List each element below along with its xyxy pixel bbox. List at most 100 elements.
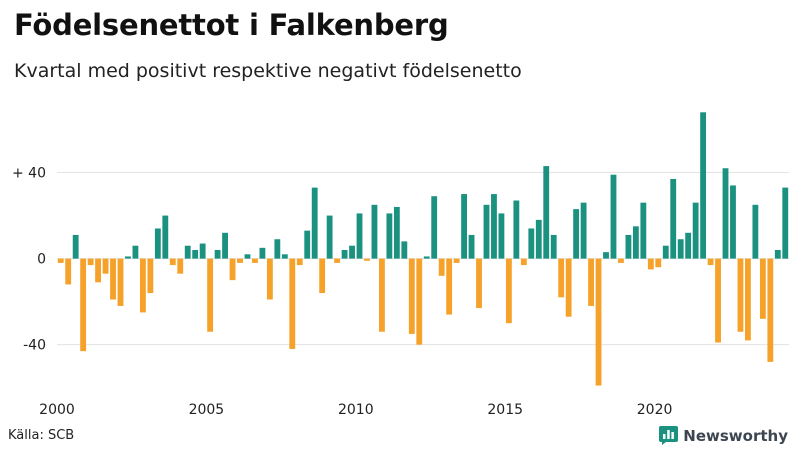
bar-positive xyxy=(386,213,393,259)
bar-positive xyxy=(341,250,348,259)
bar-positive xyxy=(222,232,228,259)
bar-negative xyxy=(520,258,527,266)
bar-positive xyxy=(528,228,535,259)
bar-positive xyxy=(274,239,281,259)
bar-negative xyxy=(266,258,273,300)
bar-positive xyxy=(513,200,520,259)
x-tick-label: 2005 xyxy=(189,402,225,418)
bar-negative xyxy=(446,258,453,315)
bar-negative xyxy=(102,258,109,274)
newsworthy-logo-icon xyxy=(659,426,679,445)
bar-negative xyxy=(379,258,385,332)
bar-negative xyxy=(655,258,662,268)
bar-negative xyxy=(715,258,721,343)
bar-positive xyxy=(685,232,692,259)
bar-positive xyxy=(326,215,333,259)
bar-positive xyxy=(610,174,617,259)
bar-positive xyxy=(580,202,587,259)
bar-negative xyxy=(416,258,423,345)
bar-negative xyxy=(177,258,184,274)
bar-positive xyxy=(722,168,729,259)
bar-negative xyxy=(57,258,64,263)
bar-negative xyxy=(588,258,594,306)
bar-positive xyxy=(752,204,759,259)
bar-negative xyxy=(319,258,326,294)
bar-positive xyxy=(214,250,221,259)
bar-negative xyxy=(237,258,243,263)
bar-negative xyxy=(453,258,460,263)
bar-negative xyxy=(647,258,654,270)
bar-positive xyxy=(356,213,363,259)
bar-positive xyxy=(184,245,191,259)
bar-negative xyxy=(229,258,236,281)
bar-negative xyxy=(438,258,445,276)
bar-positive xyxy=(700,112,707,259)
bar-positive xyxy=(431,196,438,259)
bar-negative xyxy=(110,258,116,300)
bar-negative xyxy=(565,258,572,317)
bar-negative xyxy=(87,258,94,266)
bar-negative xyxy=(117,258,124,306)
bar-negative xyxy=(95,258,101,283)
bar-positive xyxy=(550,234,557,259)
x-tick-label: 2010 xyxy=(338,402,374,418)
bar-negative xyxy=(505,258,512,324)
bar-negative xyxy=(364,258,370,261)
bar-positive xyxy=(132,245,139,259)
x-tick-label: 2000 xyxy=(39,402,75,418)
bar-positive xyxy=(603,252,609,259)
bar-negative xyxy=(759,258,766,319)
x-tick-label: 2015 xyxy=(487,402,523,418)
bar-negative xyxy=(408,258,415,334)
x-tick-label: 2020 xyxy=(637,402,673,418)
bar-positive xyxy=(670,179,677,259)
bar-positive xyxy=(730,185,736,259)
bar-negative xyxy=(207,258,214,332)
y-tick-label: 0 xyxy=(37,252,46,268)
bar-positive xyxy=(468,234,475,259)
bar-negative xyxy=(296,258,303,266)
bar-positive xyxy=(782,187,789,259)
bar-negative xyxy=(139,258,146,313)
bar-positive xyxy=(461,194,467,259)
bar-positive xyxy=(640,202,647,259)
bar-positive xyxy=(125,256,131,259)
bars xyxy=(57,112,789,386)
bar-negative xyxy=(767,258,774,362)
source-note: Källa: SCB xyxy=(8,428,75,443)
bar-positive xyxy=(692,202,699,259)
bar-positive xyxy=(244,254,251,259)
bar-positive xyxy=(281,254,288,259)
bar-positive xyxy=(259,247,266,259)
bar-negative xyxy=(65,258,72,285)
brand-name: Newsworthy xyxy=(683,426,788,445)
bar-negative xyxy=(745,258,751,341)
bar-negative xyxy=(476,258,482,309)
y-axis-ticks: + 40 0 -40 xyxy=(12,166,46,354)
bar-positive xyxy=(632,226,639,259)
bar-positive xyxy=(162,215,169,259)
bar-positive xyxy=(371,204,378,259)
bar-negative xyxy=(707,258,714,266)
bar-positive xyxy=(199,243,206,259)
bar-positive xyxy=(349,245,355,259)
bar-positive xyxy=(491,194,497,259)
bar-negative xyxy=(737,258,744,332)
bar-positive xyxy=(72,234,79,259)
bar-negative xyxy=(334,258,341,263)
bar-positive xyxy=(543,166,550,259)
bar-negative xyxy=(147,258,154,294)
chart-title: Födelsenettot i Falkenberg xyxy=(14,8,449,42)
x-axis-ticks: 2000 2005 2010 2015 2020 xyxy=(39,402,672,418)
bar-positive xyxy=(498,213,505,259)
y-tick-label: -40 xyxy=(23,338,46,354)
bar-positive xyxy=(677,239,684,259)
brand-logo: Newsworthy xyxy=(659,426,788,445)
y-tick-label: + 40 xyxy=(12,166,46,182)
bar-positive xyxy=(154,228,161,259)
bar-negative xyxy=(252,258,258,263)
bar-positive xyxy=(483,204,490,259)
bar-positive xyxy=(192,250,199,259)
bar-positive xyxy=(535,219,542,259)
